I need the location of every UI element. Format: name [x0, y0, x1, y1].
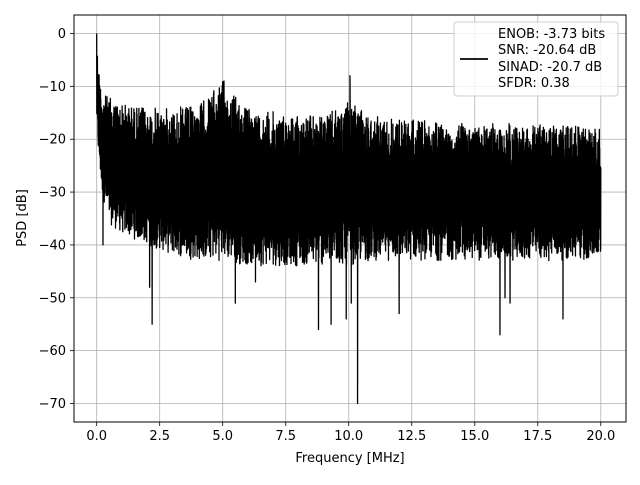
series-layer: [96, 33, 602, 405]
legend-entry-enob: ENOB: -3.73 bits: [498, 27, 605, 42]
legend-entry-sinad: SINAD: -20.7 dB: [498, 60, 602, 75]
x-tick-label: 20.0: [586, 429, 615, 444]
y-tick-label: −50: [39, 291, 66, 306]
psd-series-line: [96, 33, 602, 405]
y-tick-label: −40: [39, 238, 66, 253]
legend-entry-snr: SNR: -20.64 dB: [498, 43, 596, 58]
x-axis-label: Frequency [MHz]: [295, 451, 404, 466]
y-axis-label: PSD [dB]: [15, 189, 30, 247]
x-tick-label: 7.5: [275, 429, 296, 444]
axes-frame: [73, 14, 627, 423]
x-tick-label: 10.0: [334, 429, 363, 444]
y-tick-label: −20: [39, 133, 66, 148]
y-axis-ticks: 0 −10 −20 −30 −40 −50 −60 −70: [39, 27, 74, 412]
y-tick-label: −70: [39, 397, 66, 412]
x-axis-ticks: 0.0 2.5 5.0 7.5 10.0 12.5 15.0 17.5 20.0: [86, 422, 615, 444]
x-tick-label: 12.5: [397, 429, 426, 444]
legend: ENOB: -3.73 bits SNR: -20.64 dB SINAD: -…: [453, 21, 619, 97]
x-tick-label: 2.5: [149, 429, 170, 444]
legend-box: [453, 21, 619, 97]
plot-area: [96, 33, 602, 405]
x-tick-label: 0.0: [86, 429, 107, 444]
y-tick-label: −10: [39, 80, 66, 95]
y-tick-label: −60: [39, 344, 66, 359]
x-tick-label: 17.5: [523, 429, 552, 444]
x-tick-label: 15.0: [460, 429, 489, 444]
x-tick-label: 5.0: [212, 429, 233, 444]
legend-entry-sfdr: SFDR: 0.38: [498, 76, 570, 91]
y-tick-label: −30: [39, 186, 66, 201]
y-tick-label: 0: [58, 27, 66, 42]
